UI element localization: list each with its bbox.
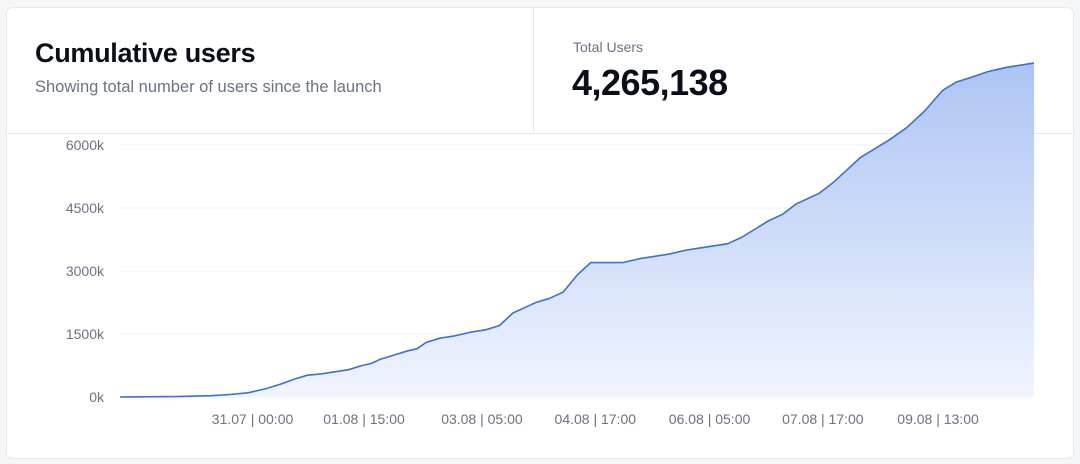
y-tick-label: 6000k	[66, 137, 105, 153]
x-tick-label: 07.08 | 17:00	[782, 411, 864, 427]
total-users-value: 4,265,138	[572, 62, 728, 103]
x-tick-label: 09.08 | 13:00	[897, 411, 979, 427]
x-axis-ticks: 31.07 | 00:00 01.08 | 15:00 03.08 | 05:00 0…	[212, 411, 979, 427]
x-tick-label: 03.08 | 05:00	[441, 411, 523, 427]
y-tick-label: 4500k	[66, 200, 105, 216]
y-tick-label: 0k	[89, 389, 105, 405]
chart-title: Cumulative users	[35, 38, 256, 68]
total-users-label: Total Users	[573, 39, 644, 55]
y-tick-label: 1500k	[66, 326, 105, 342]
x-tick-label: 06.08 | 05:00	[669, 411, 751, 427]
title-section: Cumulative users Showing total number of…	[7, 8, 534, 133]
y-axis-ticks: 0k 1500k 3000k 4500k 6000k	[66, 137, 105, 405]
x-tick-label: 04.08 | 17:00	[555, 411, 637, 427]
y-tick-label: 3000k	[66, 263, 105, 279]
card-header: Cumulative users Showing total number of…	[7, 8, 1073, 134]
x-tick-label: 31.07 | 00:00	[212, 411, 294, 427]
chart-subtitle: Showing total number of users since the …	[35, 78, 382, 96]
series-area	[120, 63, 1034, 397]
x-tick-label: 01.08 | 15:00	[323, 411, 405, 427]
series-line	[119, 62, 1035, 398]
